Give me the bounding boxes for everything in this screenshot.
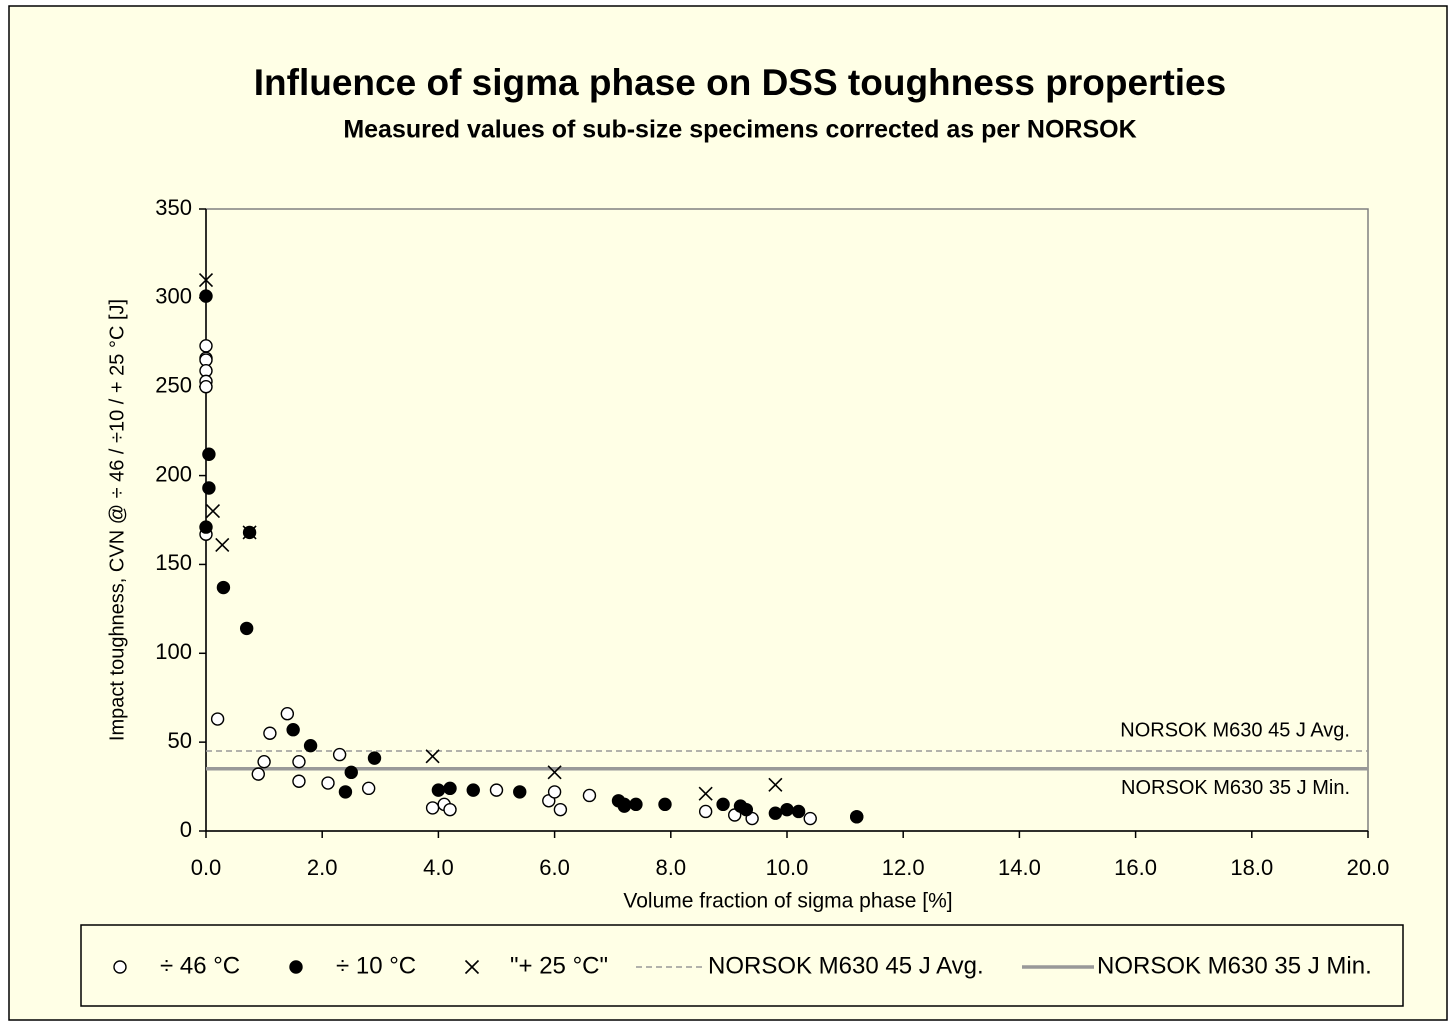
y-tick-label: 0 [180,817,192,842]
plot-area [205,208,1369,832]
point [739,802,754,817]
x-tick-label: 12.0 [882,855,925,880]
legend-label: ÷ 46 °C [160,952,240,979]
point [242,525,257,540]
point [466,783,480,797]
point [658,797,672,812]
point [768,777,783,792]
y-tick-label: 150 [155,550,192,575]
point [547,765,562,780]
point [768,806,783,820]
x-tick-label: 10.0 [766,855,809,880]
y-tick-label: 200 [155,461,192,486]
point [286,723,300,737]
legend-marker [113,960,127,974]
point [205,504,221,519]
x-tick-label: 2.0 [307,855,338,880]
y-axis-label: Impact toughness, CVN @ ÷ 46 / ÷10 / + 2… [106,299,128,741]
point [251,767,265,781]
point [202,481,216,495]
point [198,273,214,288]
point [215,537,230,552]
point [199,339,213,353]
point [553,802,568,817]
reference-label: NORSOK M630 35 J Min. [1121,777,1350,799]
point [202,447,216,461]
y-tick-label: 350 [155,195,192,220]
legend-label: ÷ 10 °C [336,952,416,979]
point [582,788,597,803]
y-tick-label: 100 [155,639,192,664]
chart-title: Influence of sigma phase on DSS toughnes… [254,62,1226,103]
point [698,804,713,819]
x-tick-label: 0.0 [191,855,222,880]
point [199,289,213,303]
legend-label: NORSOK M630 45 J Avg. [708,952,984,979]
point [803,811,817,826]
point [425,801,440,815]
point [629,797,643,812]
point [199,380,213,394]
point [344,765,358,780]
point [263,726,277,740]
point [199,520,213,534]
x-tick-label: 20.0 [1347,855,1390,880]
point [431,783,446,797]
point [617,797,632,812]
point [425,749,440,764]
x-tick-label: 4.0 [423,855,454,880]
point [850,810,864,824]
point [443,781,457,796]
point [210,712,225,726]
point [443,802,457,817]
x-tick-label: 16.0 [1114,855,1157,880]
point [489,783,504,797]
point [698,786,713,801]
point [547,785,562,799]
x-axis-label: Volume fraction of sigma phase [%] [623,890,952,913]
point [292,754,306,769]
point [280,707,295,721]
reference-label: NORSOK M630 45 J Avg. [1120,719,1350,741]
x-tick-label: 14.0 [998,855,1041,880]
chart-subtitle: Measured values of sub-size specimens co… [343,116,1136,144]
x-tick-label: 6.0 [539,855,570,880]
point [239,621,254,636]
point [338,785,353,799]
point [361,781,376,796]
y-tick-label: 250 [155,373,192,398]
legend-label: NORSOK M630 35 J Min. [1097,952,1372,979]
x-tick-label: 18.0 [1230,855,1273,880]
point [513,785,527,799]
point [321,776,335,790]
y-tick-label: 50 [168,728,192,753]
point [216,580,231,595]
y-tick-label: 300 [155,284,192,309]
point [791,804,806,819]
point [303,738,318,753]
point [257,754,271,769]
point [292,774,306,788]
legend-label: "+ 25 °C" [510,952,608,979]
point [367,751,382,765]
legend-marker [464,959,480,975]
point [780,802,794,817]
point [332,747,347,762]
point [716,797,730,812]
legend-marker [289,960,303,974]
x-tick-label: 8.0 [656,855,687,880]
